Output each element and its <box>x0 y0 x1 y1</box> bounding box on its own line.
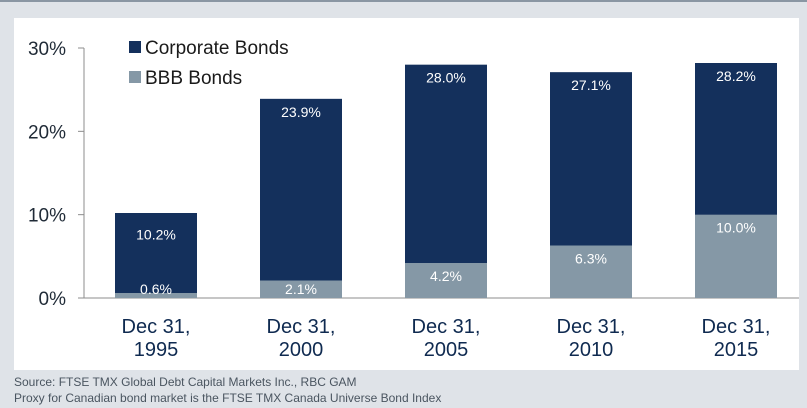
legend-swatch-corporate <box>129 41 141 53</box>
bbb-data-label: 0.6% <box>140 281 172 297</box>
corporate-data-label: 10.2% <box>136 227 176 243</box>
legend: Corporate Bonds BBB Bonds <box>129 38 289 89</box>
corporate-data-label: 28.0% <box>426 70 466 86</box>
corporate-bar <box>405 64 487 298</box>
bbb-bar <box>115 293 197 298</box>
source-note: Source: FTSE TMX Global Debt Capital Mar… <box>14 375 357 389</box>
chart-panel: 0% 10% 20% 30% Dec 31, 1995 Dec 31, 2000 Dec 31,… <box>14 18 799 370</box>
x-tick-label: Dec 31, 2005 <box>412 316 481 361</box>
bbb-data-label: 10.0% <box>716 220 756 236</box>
bars <box>115 63 777 298</box>
bbb-bar <box>550 245 632 298</box>
y-tick-label: 0% <box>39 289 67 310</box>
corporate-data-label: 28.2% <box>716 68 756 84</box>
bbb-bar <box>260 280 342 298</box>
legend-swatch-bbb <box>129 71 141 83</box>
bbb-data-label: 2.1% <box>285 281 317 297</box>
bbb-bar <box>405 263 487 298</box>
proxy-note: Proxy for Canadian bond market is the FT… <box>14 391 442 405</box>
legend-label-corporate: Corporate Bonds <box>145 38 289 59</box>
bar-labels: 10.2% 0.6% 23.9% 2.1% 28.0% 4.2% 27.1% 6.3% 28.2… <box>136 68 756 297</box>
y-tick-label: 10% <box>28 206 66 227</box>
corporate-bar <box>260 98 342 298</box>
legend-label-bbb: BBB Bonds <box>145 68 242 89</box>
corporate-data-label: 23.9% <box>281 104 321 120</box>
bbb-data-label: 4.2% <box>430 268 462 284</box>
y-tick-label: 30% <box>28 39 66 60</box>
top-rule <box>0 0 807 2</box>
axes: 0% 10% 20% 30% Dec 31, 1995 Dec 31, 2000 Dec 31,… <box>28 39 799 361</box>
corporate-bar <box>115 213 197 298</box>
bbb-bar <box>695 214 777 298</box>
corporate-data-label: 27.1% <box>571 77 611 93</box>
x-tick-label: Dec 31, 1995 <box>122 316 191 361</box>
bbb-data-label: 6.3% <box>575 251 607 267</box>
y-tick-label: 20% <box>28 122 66 143</box>
x-tick-label: Dec 31, 2000 <box>267 316 336 361</box>
x-tick-label: Dec 31, 2015 <box>702 316 771 361</box>
x-tick-label: Dec 31, 2010 <box>557 316 626 361</box>
bond-chart: 0% 10% 20% 30% Dec 31, 1995 Dec 31, 2000 Dec 31,… <box>28 38 799 361</box>
